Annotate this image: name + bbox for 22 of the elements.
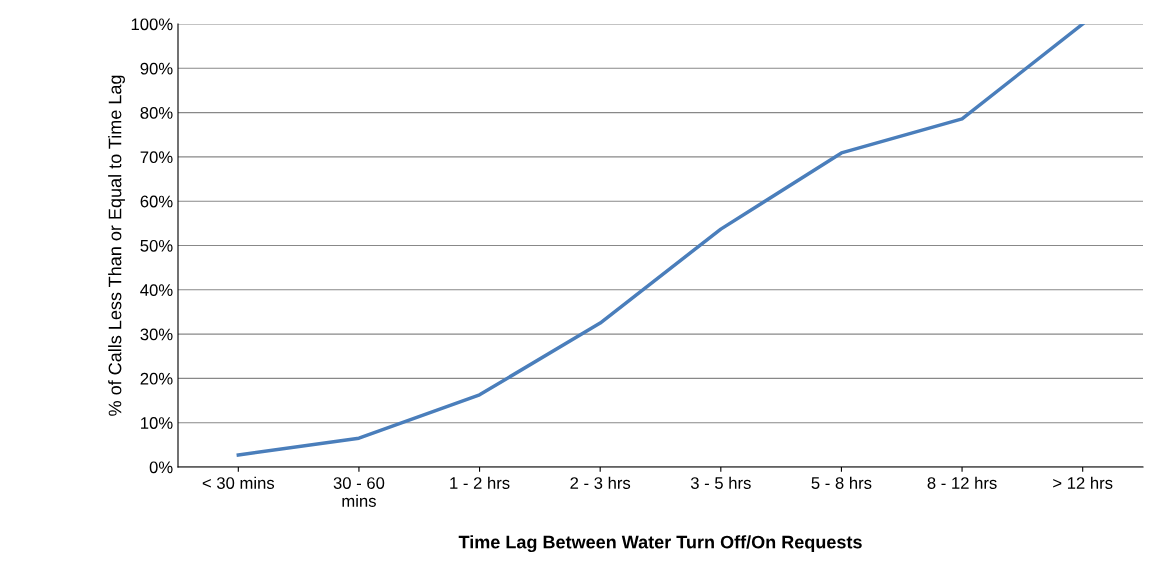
y-tick-label: 100% bbox=[131, 18, 173, 31]
y-tick-label: 70% bbox=[140, 151, 173, 164]
x-tick-label: 8 - 12 hrs bbox=[927, 476, 997, 489]
y-tick-label: 40% bbox=[140, 284, 173, 296]
x-tick-label: 30 - 60 mins bbox=[333, 477, 385, 507]
y-tick-label: 20% bbox=[140, 372, 173, 385]
x-tick-label: < 30 mins bbox=[202, 476, 275, 489]
x-tick-label: 3 - 5 hrs bbox=[690, 476, 751, 489]
x-tick-label: 5 - 8 hrs bbox=[811, 476, 872, 489]
line-series bbox=[236, 24, 1085, 457]
y-tick-label: 90% bbox=[140, 62, 173, 75]
y-tick-label: 10% bbox=[141, 417, 173, 429]
x-tick-label: > 12 hrs bbox=[1053, 476, 1113, 489]
x-tick-label: 2 - 3 hrs bbox=[570, 476, 631, 489]
y-tick-label: 50% bbox=[140, 239, 173, 252]
y-tick-label: 0% bbox=[149, 461, 173, 474]
y-tick-label: 60% bbox=[140, 195, 173, 208]
x-axis-title: Time Lag Between Water Turn Off/On Requests bbox=[458, 535, 862, 553]
x-tick-label: 1 - 2 hrs bbox=[450, 476, 510, 489]
y-tick-label: 30% bbox=[140, 328, 173, 341]
y-axis-title: % of Calls Less Than or Equal to Time Lag bbox=[108, 75, 125, 416]
y-tick-label: 80% bbox=[140, 107, 173, 119]
